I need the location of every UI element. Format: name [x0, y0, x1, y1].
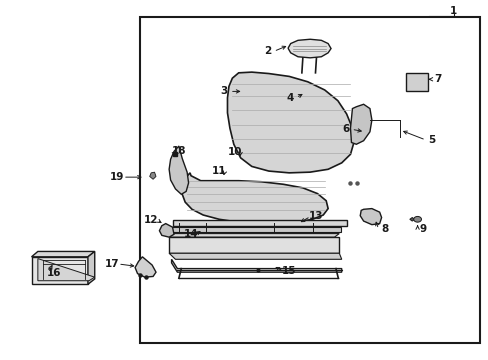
Text: 10: 10 — [227, 147, 242, 157]
Polygon shape — [135, 257, 156, 277]
Polygon shape — [88, 251, 95, 284]
Polygon shape — [165, 227, 340, 232]
Polygon shape — [31, 257, 88, 284]
Polygon shape — [149, 172, 156, 179]
Text: 12: 12 — [143, 215, 158, 225]
Polygon shape — [182, 173, 327, 224]
Text: 16: 16 — [46, 268, 61, 278]
Circle shape — [413, 216, 421, 222]
Text: 4: 4 — [286, 93, 293, 103]
Polygon shape — [360, 208, 381, 225]
Text: 3: 3 — [220, 86, 227, 96]
Text: 19: 19 — [110, 172, 124, 182]
Text: 14: 14 — [183, 229, 198, 239]
Text: 11: 11 — [211, 166, 226, 176]
Text: 9: 9 — [419, 224, 426, 234]
Polygon shape — [172, 220, 346, 226]
Polygon shape — [169, 234, 339, 237]
Polygon shape — [171, 259, 341, 272]
Text: 6: 6 — [341, 124, 348, 134]
Polygon shape — [405, 73, 427, 91]
Text: 15: 15 — [282, 266, 296, 276]
Polygon shape — [287, 39, 330, 58]
Text: 1: 1 — [449, 6, 456, 17]
Polygon shape — [38, 258, 95, 281]
Text: 7: 7 — [433, 74, 441, 84]
Polygon shape — [169, 253, 341, 259]
Text: 18: 18 — [171, 146, 186, 156]
Polygon shape — [31, 251, 95, 257]
Text: 17: 17 — [105, 259, 119, 269]
Polygon shape — [409, 217, 414, 221]
Polygon shape — [350, 104, 371, 144]
Text: 8: 8 — [380, 224, 387, 234]
Text: 13: 13 — [308, 211, 323, 221]
Text: 2: 2 — [264, 46, 271, 57]
Polygon shape — [159, 224, 174, 237]
Text: 5: 5 — [427, 135, 434, 145]
Bar — [140, 18, 479, 342]
Polygon shape — [169, 146, 188, 194]
Polygon shape — [227, 72, 353, 173]
Polygon shape — [169, 237, 339, 253]
